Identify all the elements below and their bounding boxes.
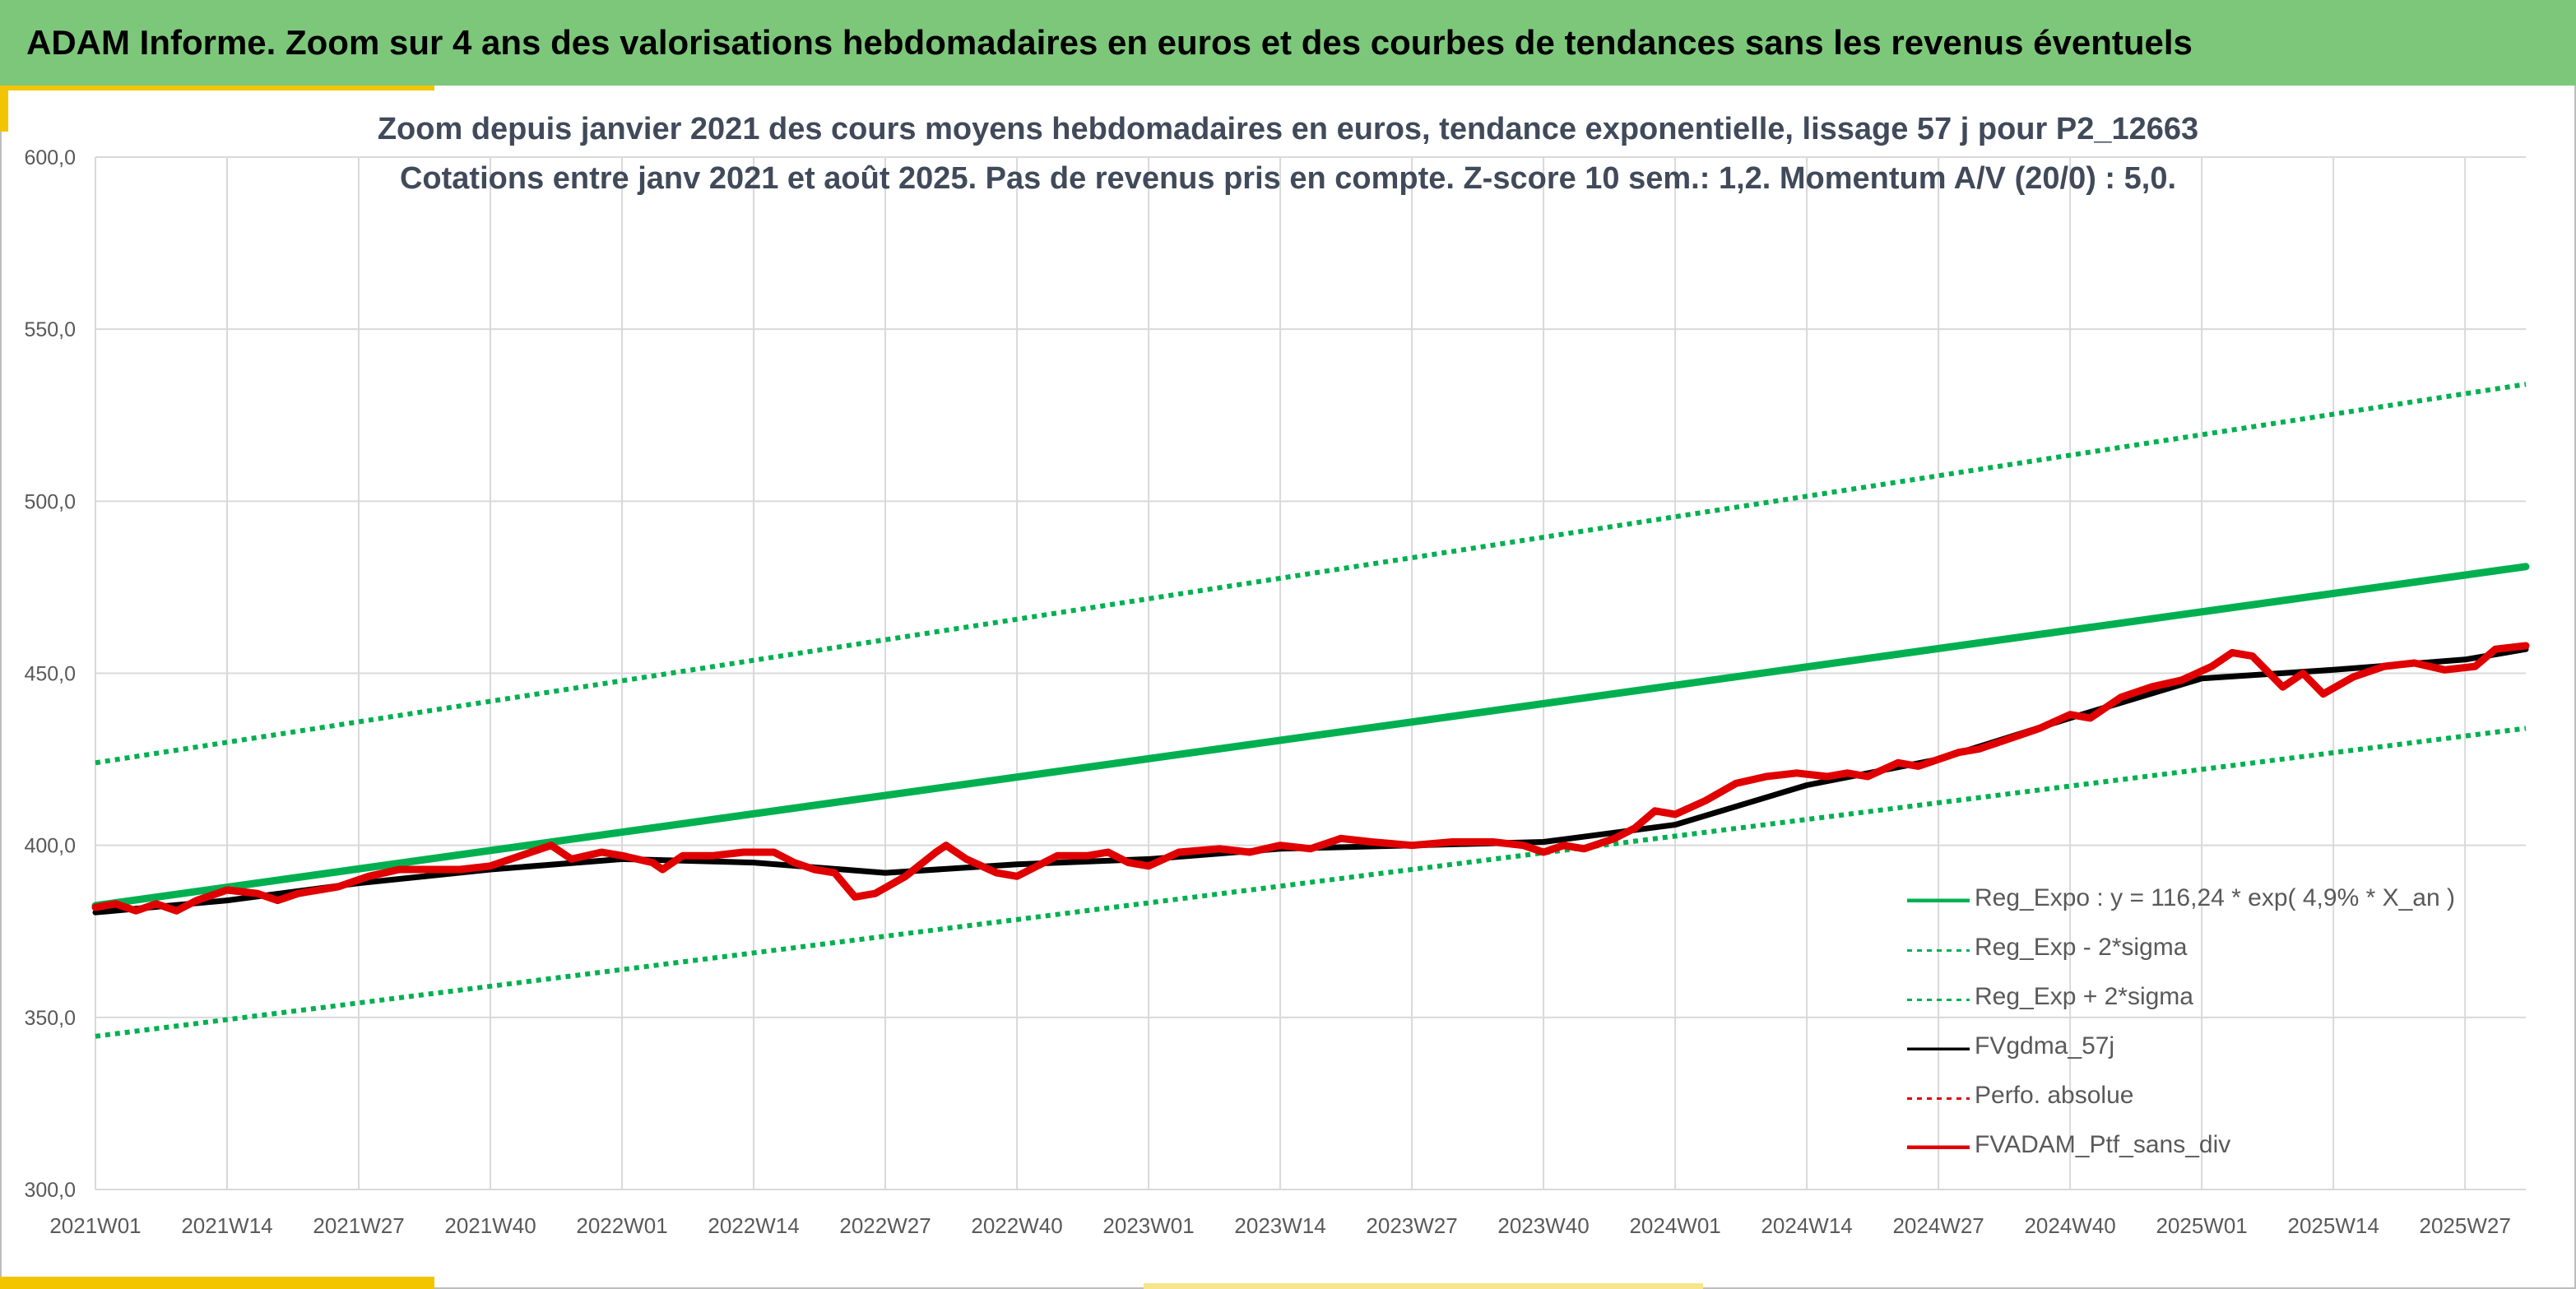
legend-swatch-reg-exp-minus xyxy=(1907,949,1970,952)
accent-bar-bottom-mid xyxy=(1144,1283,1703,1289)
reg-exp-minus-2sigma-line xyxy=(95,726,2527,1039)
accent-bar-left xyxy=(0,86,8,132)
x-tick-label: 2021W40 xyxy=(444,1213,536,1238)
legend-label: Reg_Exp - 2*sigma xyxy=(1975,934,2188,961)
x-tick-label: 2024W40 xyxy=(2024,1213,2115,1238)
legend-item: FVADAM_Ptf_sans_div xyxy=(1905,1120,2455,1170)
x-tick-label: 2025W01 xyxy=(2156,1213,2247,1238)
y-tick-label: 300,0 xyxy=(24,1179,76,1202)
legend-label: FVgdma_57j xyxy=(1975,1032,2115,1059)
x-tick-label: 2021W01 xyxy=(49,1213,141,1238)
x-tick-label: 2024W14 xyxy=(1761,1213,1852,1238)
chart-subtitle: Cotations entre janv 2021 et août 2025. … xyxy=(399,161,2177,196)
y-tick-label: 550,0 xyxy=(24,318,76,341)
y-tick-label: 450,0 xyxy=(24,663,76,686)
legend-swatch-fvadam xyxy=(1907,1145,1970,1149)
legend-label: Reg_Exp + 2*sigma xyxy=(1975,983,2193,1010)
reg-exp-plus-2sigma-line xyxy=(95,382,2527,766)
accent-bar-top xyxy=(0,86,434,90)
legend-item: Reg_Exp - 2*sigma xyxy=(1905,923,2455,972)
legend-label: Reg_Expo : y = 116,24 * exp( 4,9% * X_an… xyxy=(1975,884,2455,911)
legend-swatch-reg-expo xyxy=(1907,898,1970,902)
header-title: ADAM Informe. Zoom sur 4 ans des valoris… xyxy=(26,23,2193,62)
legend-item: Reg_Expo : y = 116,24 * exp( 4,9% * X_an… xyxy=(1905,874,2455,923)
y-tick-label: 500,0 xyxy=(24,490,76,513)
x-tick-label: 2023W14 xyxy=(1234,1213,1325,1238)
legend-item: Perfo. absolue xyxy=(1905,1071,2455,1120)
x-tick-label: 2021W27 xyxy=(313,1213,404,1238)
chart-title: Zoom depuis janvier 2021 des cours moyen… xyxy=(377,112,2199,146)
accent-bar-bottom-left xyxy=(0,1277,434,1289)
chart-legend: Reg_Expo : y = 116,24 * exp( 4,9% * X_an… xyxy=(1905,874,2455,1170)
header-banner: ADAM Informe. Zoom sur 4 ans des valoris… xyxy=(0,0,2576,86)
y-tick-label: 600,0 xyxy=(24,146,76,169)
x-tick-label: 2025W27 xyxy=(2419,1213,2510,1238)
legend-label: FVADAM_Ptf_sans_div xyxy=(1975,1131,2231,1158)
x-tick-label: 2022W27 xyxy=(839,1213,931,1238)
y-tick-label: 350,0 xyxy=(24,1007,76,1030)
fvadam-ptf-line xyxy=(91,642,2530,915)
x-tick-label: 2024W27 xyxy=(1892,1213,1984,1238)
x-tick-label: 2022W01 xyxy=(576,1213,667,1238)
x-tick-label: 2023W40 xyxy=(1497,1213,1589,1238)
legend-swatch-fvgdma xyxy=(1907,1047,1970,1050)
x-tick-label: 2022W40 xyxy=(971,1213,1062,1238)
x-tick-label: 2023W01 xyxy=(1102,1213,1194,1238)
y-tick-label: 400,0 xyxy=(24,835,76,858)
legend-label: Perfo. absolue xyxy=(1975,1082,2134,1109)
legend-item: Reg_Exp + 2*sigma xyxy=(1905,972,2455,1022)
x-tick-label: 2025W14 xyxy=(2287,1213,2379,1238)
legend-swatch-reg-exp-plus xyxy=(1907,999,1970,1001)
x-tick-label: 2023W27 xyxy=(1366,1213,1457,1238)
reg-expo-line xyxy=(91,563,2530,910)
x-tick-label: 2022W14 xyxy=(708,1213,799,1238)
x-tick-label: 2024W01 xyxy=(1629,1213,1720,1238)
fvgdma-57j-line xyxy=(92,646,2529,916)
legend-swatch-perfo-absolue xyxy=(1907,1097,1970,1100)
x-tick-label: 2021W14 xyxy=(181,1213,272,1238)
legend-item: FVgdma_57j xyxy=(1905,1022,2455,1071)
